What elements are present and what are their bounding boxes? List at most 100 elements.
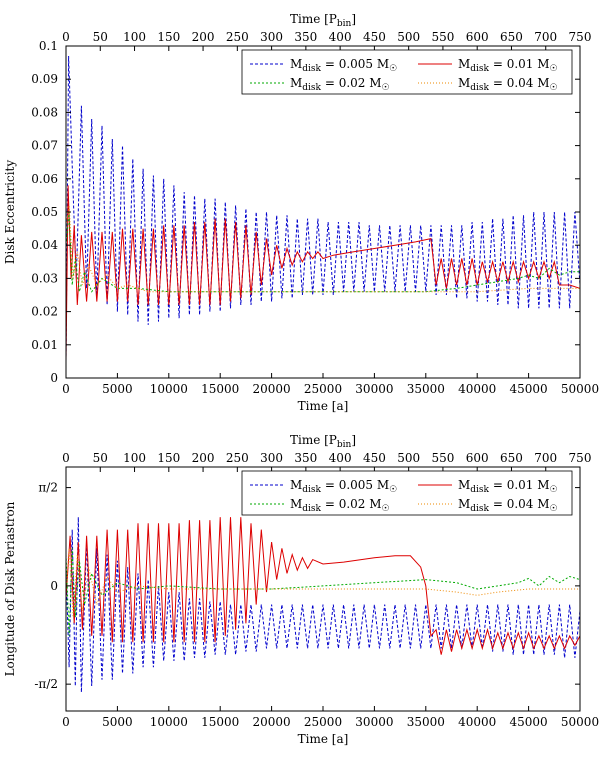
legend-entry: Mdisk = 0.02 M☉ xyxy=(290,497,390,514)
y-tick-label: 0.01 xyxy=(31,338,58,352)
top-tick-label: 250 xyxy=(226,451,249,465)
y-tick-label: 0.02 xyxy=(31,305,58,319)
top-tick-label: 500 xyxy=(397,30,420,44)
top-tick-label: 700 xyxy=(534,451,557,465)
top-tick-label: 200 xyxy=(192,30,215,44)
top-tick-label: 100 xyxy=(123,451,146,465)
x-tick-label: 50000 xyxy=(561,382,599,396)
top-tick-label: 300 xyxy=(260,451,283,465)
x-tick-label: 10000 xyxy=(150,382,188,396)
legend-entry: Mdisk = 0.01 M☉ xyxy=(458,478,558,495)
legend-entry: Mdisk = 0.005 M☉ xyxy=(290,478,397,495)
legend-box xyxy=(241,49,573,95)
x-tick-label: 10000 xyxy=(150,715,188,729)
top-tick-label: 0 xyxy=(62,451,70,465)
top-tick-label: 400 xyxy=(329,30,352,44)
top-axis-label: Time [Pbin] xyxy=(290,433,356,450)
top-tick-label: 450 xyxy=(363,451,386,465)
legend: Mdisk = 0.005 M☉ Mdisk = 0.01 M☉ Mdisk = 0… xyxy=(241,470,573,516)
y-tick-label: 0.04 xyxy=(31,238,58,252)
x-tick-label: 35000 xyxy=(407,382,445,396)
x-tick-label: 25000 xyxy=(304,382,342,396)
top-tick-label: 450 xyxy=(363,30,386,44)
top-tick-label: 0 xyxy=(62,30,70,44)
top-tick-label: 700 xyxy=(534,30,557,44)
top-tick-label: 550 xyxy=(431,30,454,44)
x-axis-label: Time [a] xyxy=(298,399,349,413)
plot-frame xyxy=(65,45,581,379)
legend-entry: Mdisk = 0.01 M☉ xyxy=(458,57,558,74)
series-group xyxy=(66,517,580,693)
x-axis-label: Time [a] xyxy=(298,732,349,746)
x-tick-label: 15000 xyxy=(201,715,239,729)
x-tick-label: 0 xyxy=(62,715,70,729)
x-tick-label: 40000 xyxy=(458,382,496,396)
x-tick-label: 15000 xyxy=(201,382,239,396)
top-tick-label: 250 xyxy=(226,30,249,44)
y-tick-label: 0.06 xyxy=(31,172,58,186)
y-tick-label: π/2 xyxy=(38,481,58,495)
legend-entry: Mdisk = 0.04 M☉ xyxy=(458,497,558,514)
series-line-1 xyxy=(66,55,580,362)
series-line-2 xyxy=(66,185,580,362)
y-tick-label: 0.07 xyxy=(31,139,58,153)
legend: Mdisk = 0.005 M☉ Mdisk = 0.01 M☉ Mdisk = 0… xyxy=(241,49,573,95)
x-tick-label: 5000 xyxy=(102,382,133,396)
legend-box xyxy=(241,470,573,516)
series-group xyxy=(66,55,580,362)
top-tick-label: 600 xyxy=(466,451,489,465)
series-line-2 xyxy=(66,517,580,655)
x-tick-label: 25000 xyxy=(304,715,342,729)
legend-entry: Mdisk = 0.005 M☉ xyxy=(290,57,397,74)
x-tick-label: 30000 xyxy=(355,382,393,396)
y-axis-label: Longitude of Disk Periastron xyxy=(3,501,17,676)
top-tick-label: 650 xyxy=(500,30,523,44)
top-tick-label: 300 xyxy=(260,30,283,44)
top-tick-label: 400 xyxy=(329,451,352,465)
top-tick-label: 350 xyxy=(294,30,317,44)
x-tick-label: 50000 xyxy=(561,715,599,729)
top-tick-label: 50 xyxy=(93,451,108,465)
series-line-3 xyxy=(66,211,580,293)
top-axis-label: Time [Pbin] xyxy=(290,12,356,29)
y-tick-label: 0.08 xyxy=(31,105,58,119)
top-tick-label: 500 xyxy=(397,451,420,465)
top-tick-label: 550 xyxy=(431,451,454,465)
x-tick-label: 35000 xyxy=(407,715,445,729)
y-tick-label: 0.1 xyxy=(39,39,58,53)
y-tick-label: 0 xyxy=(50,579,58,593)
chart-panel-1: 0 5000 10000 15000 20000 25000 30000 35000 40000… xyxy=(3,12,599,413)
top-tick-label: 750 xyxy=(569,451,592,465)
x-tick-label: 20000 xyxy=(253,715,291,729)
series-line-4 xyxy=(66,205,580,293)
x-tick-label: 5000 xyxy=(102,715,133,729)
series-line-4 xyxy=(66,548,580,618)
x-tick-label: 20000 xyxy=(253,382,291,396)
legend-entry: Mdisk = 0.02 M☉ xyxy=(290,76,390,93)
top-tick-label: 750 xyxy=(569,30,592,44)
top-tick-label: 650 xyxy=(500,451,523,465)
x-tick-label: 40000 xyxy=(458,715,496,729)
chart-panel-2: 0 5000 10000 15000 20000 25000 30000 35000 40000… xyxy=(3,433,599,746)
series-line-1 xyxy=(66,517,580,693)
y-tick-label: -π/2 xyxy=(34,677,58,691)
top-tick-label: 200 xyxy=(192,451,215,465)
top-tick-label: 600 xyxy=(466,30,489,44)
y-tick-label: 0.05 xyxy=(31,205,58,219)
top-tick-label: 150 xyxy=(157,30,180,44)
top-tick-label: 350 xyxy=(294,451,317,465)
top-tick-label: 150 xyxy=(157,451,180,465)
x-tick-label: 0 xyxy=(62,382,70,396)
series-line-3 xyxy=(66,548,580,636)
y-tick-label: 0.03 xyxy=(31,271,58,285)
y-axis-label: Disk Eccentricity xyxy=(3,160,17,265)
legend-entry: Mdisk = 0.04 M☉ xyxy=(458,76,558,93)
y-tick-label: 0 xyxy=(50,371,58,385)
y-tick-label: 0.09 xyxy=(31,72,58,86)
top-tick-label: 100 xyxy=(123,30,146,44)
x-tick-label: 45000 xyxy=(510,715,548,729)
top-tick-label: 50 xyxy=(93,30,108,44)
x-tick-label: 30000 xyxy=(355,715,393,729)
x-tick-label: 45000 xyxy=(510,382,548,396)
